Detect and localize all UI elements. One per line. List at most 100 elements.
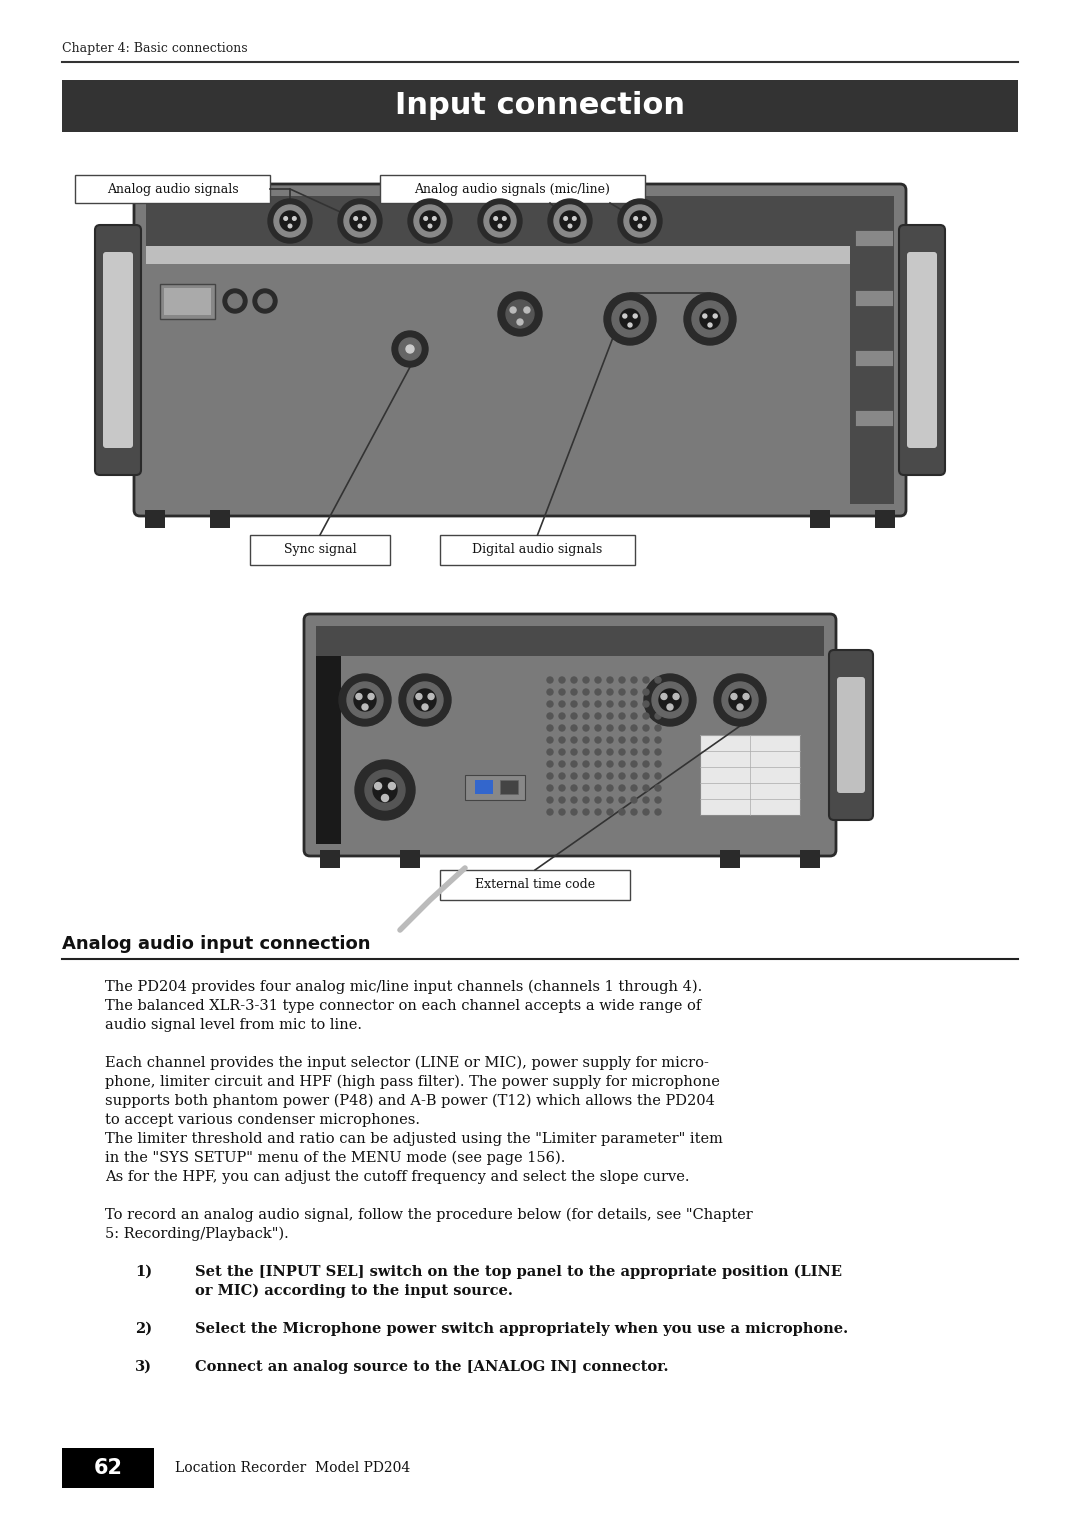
- Circle shape: [414, 205, 446, 237]
- Circle shape: [363, 217, 366, 220]
- Circle shape: [571, 689, 577, 695]
- Circle shape: [659, 689, 681, 711]
- Text: Analog audio signals (mic/line): Analog audio signals (mic/line): [415, 182, 610, 196]
- Circle shape: [619, 761, 625, 767]
- Text: Sync signal: Sync signal: [284, 544, 356, 556]
- Circle shape: [583, 749, 589, 755]
- Text: Each channel provides the input selector (LINE or MIC), power supply for micro-: Each channel provides the input selector…: [105, 1056, 708, 1071]
- Bar: [850, 196, 894, 504]
- Circle shape: [595, 689, 600, 695]
- Circle shape: [627, 322, 632, 327]
- Circle shape: [554, 205, 586, 237]
- Circle shape: [652, 681, 688, 718]
- Circle shape: [595, 785, 600, 792]
- Bar: [380, 176, 645, 203]
- Text: Analog audio input connection: Analog audio input connection: [62, 935, 370, 953]
- Circle shape: [619, 677, 625, 683]
- Circle shape: [399, 338, 421, 361]
- Circle shape: [559, 677, 565, 683]
- Circle shape: [517, 319, 523, 325]
- Circle shape: [408, 199, 453, 243]
- Text: The balanced XLR-3-31 type connector on each channel accepts a wide range of: The balanced XLR-3-31 type connector on …: [105, 999, 701, 1013]
- Circle shape: [288, 225, 292, 228]
- Circle shape: [494, 217, 498, 220]
- Circle shape: [607, 736, 613, 743]
- Circle shape: [731, 694, 737, 700]
- Circle shape: [723, 681, 758, 718]
- Circle shape: [607, 677, 613, 683]
- Circle shape: [498, 225, 502, 228]
- Circle shape: [654, 808, 661, 814]
- Circle shape: [631, 689, 637, 695]
- Circle shape: [607, 724, 613, 730]
- Circle shape: [368, 694, 374, 700]
- Bar: [62, 79, 1018, 131]
- Circle shape: [571, 798, 577, 804]
- Circle shape: [654, 701, 661, 707]
- Circle shape: [559, 773, 565, 779]
- Bar: [62, 1449, 154, 1488]
- Circle shape: [643, 689, 649, 695]
- Circle shape: [490, 211, 510, 231]
- Bar: [316, 626, 824, 656]
- Text: Select the Microphone power switch appropriately when you use a microphone.: Select the Microphone power switch appro…: [195, 1322, 848, 1335]
- Bar: [720, 850, 740, 868]
- Circle shape: [607, 701, 613, 707]
- FancyBboxPatch shape: [837, 677, 865, 793]
- Bar: [320, 850, 340, 868]
- Circle shape: [510, 307, 516, 313]
- Circle shape: [583, 714, 589, 720]
- Circle shape: [559, 689, 565, 695]
- Circle shape: [524, 307, 530, 313]
- Circle shape: [392, 332, 428, 367]
- Circle shape: [643, 701, 649, 707]
- Circle shape: [643, 808, 649, 814]
- Text: Digital audio signals: Digital audio signals: [472, 544, 603, 556]
- Circle shape: [428, 694, 434, 700]
- Circle shape: [507, 299, 534, 329]
- Circle shape: [559, 798, 565, 804]
- Circle shape: [559, 714, 565, 720]
- Circle shape: [359, 225, 362, 228]
- Circle shape: [643, 761, 649, 767]
- Circle shape: [583, 736, 589, 743]
- Circle shape: [389, 782, 395, 790]
- Circle shape: [595, 701, 600, 707]
- Circle shape: [619, 701, 625, 707]
- Circle shape: [631, 785, 637, 792]
- Circle shape: [619, 749, 625, 755]
- Bar: [75, 176, 270, 203]
- Circle shape: [498, 292, 542, 336]
- Circle shape: [595, 749, 600, 755]
- Circle shape: [729, 689, 751, 711]
- Circle shape: [607, 714, 613, 720]
- Circle shape: [737, 704, 743, 711]
- Circle shape: [546, 785, 553, 792]
- Circle shape: [607, 785, 613, 792]
- Bar: [146, 196, 894, 246]
- Circle shape: [654, 689, 661, 695]
- Circle shape: [654, 798, 661, 804]
- Circle shape: [654, 785, 661, 792]
- Circle shape: [546, 724, 553, 730]
- Circle shape: [583, 724, 589, 730]
- Circle shape: [631, 736, 637, 743]
- Circle shape: [700, 309, 720, 329]
- Text: audio signal level from mic to line.: audio signal level from mic to line.: [105, 1018, 362, 1031]
- Circle shape: [607, 749, 613, 755]
- Text: Location Recorder  Model PD204: Location Recorder Model PD204: [175, 1461, 410, 1475]
- Text: Analog audio signals: Analog audio signals: [107, 182, 239, 196]
- Circle shape: [478, 199, 522, 243]
- Circle shape: [228, 293, 242, 309]
- Circle shape: [559, 808, 565, 814]
- Circle shape: [354, 689, 376, 711]
- Circle shape: [583, 785, 589, 792]
- Circle shape: [612, 301, 648, 338]
- Circle shape: [546, 761, 553, 767]
- FancyBboxPatch shape: [95, 225, 141, 475]
- Circle shape: [583, 798, 589, 804]
- Circle shape: [643, 714, 649, 720]
- Circle shape: [631, 677, 637, 683]
- Text: As for the HPF, you can adjust the cutoff frequency and select the slope curve.: As for the HPF, you can adjust the cutof…: [105, 1170, 689, 1184]
- Circle shape: [619, 689, 625, 695]
